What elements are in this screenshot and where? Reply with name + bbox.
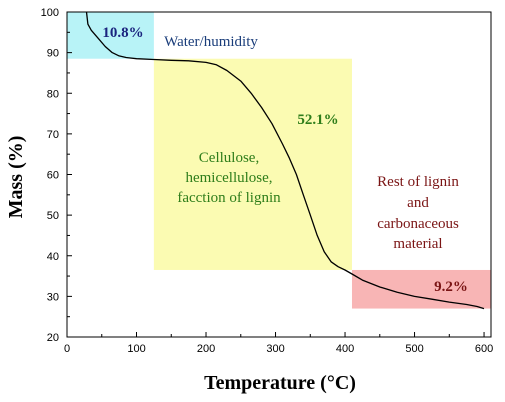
- x-tick-label: 0: [64, 343, 70, 355]
- annotation-lignin-pct: 9.2%: [434, 279, 468, 295]
- y-tick-label: 40: [47, 251, 59, 263]
- annotation-lignin-label-line: carbonaceous: [377, 216, 459, 232]
- annotation-cellulose-label-line: facction of lignin: [177, 190, 281, 206]
- y-tick-label: 70: [47, 129, 59, 141]
- annotation-lignin-label-line: material: [393, 236, 442, 252]
- x-axis-title: Temperature (°C): [204, 372, 356, 394]
- annotation-water-label: Water/humidity: [164, 34, 258, 50]
- y-tick-label: 80: [47, 88, 59, 100]
- x-tick-label: 500: [405, 343, 423, 355]
- annotation-cellulose-label-line: Cellulose,: [199, 150, 259, 166]
- x-tick-label: 400: [336, 343, 354, 355]
- regions-layer: [67, 12, 491, 309]
- annotations-layer: 10.8% Water/humidity 52.1% Cellulose, hemice…: [102, 25, 468, 295]
- annotation-cellulose-pct: 52.1%: [297, 112, 338, 128]
- x-tick-label: 300: [266, 343, 284, 355]
- series-layer: [85, 11, 485, 310]
- annotation-lignin-label-line: Rest of lignin: [377, 174, 459, 190]
- series-line-0: [85, 11, 485, 310]
- y-axis-title: Mass (%): [5, 136, 27, 219]
- y-tick-label: 60: [47, 170, 59, 182]
- y-tick-label: 20: [47, 332, 59, 344]
- x-tick-label: 100: [127, 343, 145, 355]
- region-lignin: [351, 269, 491, 309]
- x-tick-label: 600: [475, 343, 493, 355]
- y-tick-label: 50: [47, 210, 59, 222]
- y-tick-label: 100: [41, 7, 59, 19]
- region-cellulose: [153, 58, 352, 270]
- annotation-lignin-label-line: and: [407, 195, 429, 211]
- annotation-water-pct: 10.8%: [102, 25, 143, 41]
- annotation-cellulose-label-line: hemicellulose,: [185, 170, 272, 186]
- y-tick-label: 90: [47, 48, 59, 60]
- x-tick-label: 200: [197, 343, 215, 355]
- ticks-layer: 0 100 200 300 400 500 600 20 30 40 50 60 70 80 90 100: [41, 7, 494, 355]
- y-tick-label: 30: [47, 291, 59, 303]
